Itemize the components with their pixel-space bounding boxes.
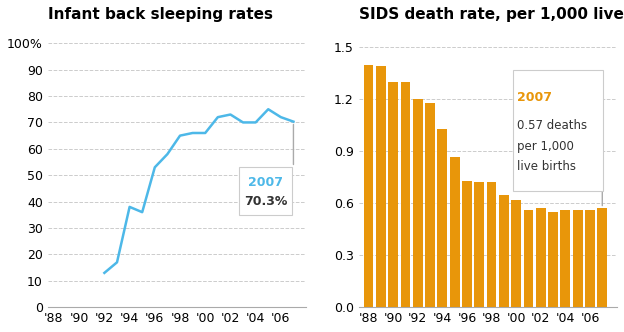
- Bar: [474, 183, 484, 307]
- Bar: [450, 156, 459, 307]
- Bar: [499, 195, 509, 307]
- Bar: [487, 183, 497, 307]
- Bar: [536, 208, 546, 307]
- Bar: [462, 181, 472, 307]
- Text: 0.57 deaths: 0.57 deaths: [517, 119, 588, 132]
- Text: 2007: 2007: [248, 176, 283, 189]
- Bar: [388, 82, 398, 307]
- Text: 70.3%: 70.3%: [244, 195, 288, 208]
- Bar: [511, 200, 521, 307]
- Text: live births: live births: [517, 160, 577, 173]
- FancyBboxPatch shape: [513, 70, 603, 191]
- Bar: [585, 210, 595, 307]
- Bar: [524, 210, 534, 307]
- Text: 2007: 2007: [517, 91, 552, 104]
- Bar: [597, 208, 607, 307]
- Bar: [573, 210, 583, 307]
- Bar: [548, 212, 558, 307]
- Bar: [413, 99, 422, 307]
- Text: Infant back sleeping rates: Infant back sleeping rates: [47, 7, 273, 22]
- FancyBboxPatch shape: [239, 167, 292, 215]
- Bar: [401, 82, 411, 307]
- Bar: [425, 103, 435, 307]
- Bar: [437, 129, 447, 307]
- Bar: [364, 65, 373, 307]
- Text: per 1,000: per 1,000: [517, 140, 574, 153]
- Bar: [560, 210, 570, 307]
- Text: SIDS death rate, per 1,000 live births: SIDS death rate, per 1,000 live births: [359, 7, 624, 22]
- Bar: [376, 66, 386, 307]
